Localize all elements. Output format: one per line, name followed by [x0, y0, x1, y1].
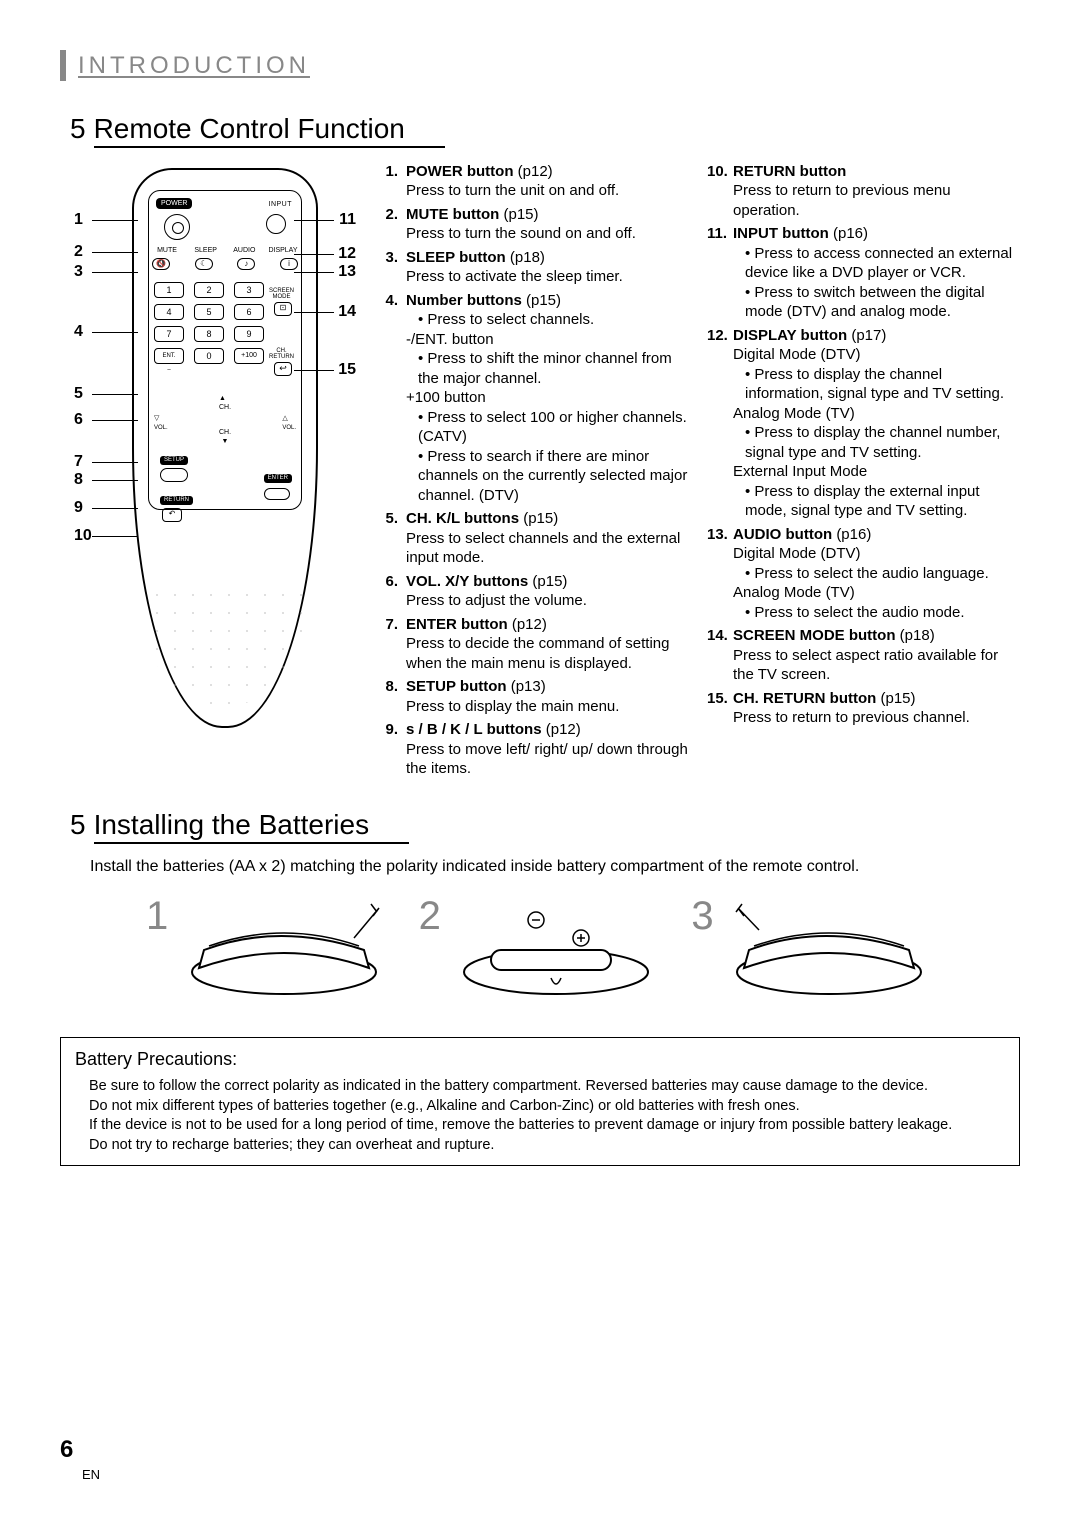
precaution-line: Do not mix different types of batteries … [89, 1097, 1005, 1117]
installing-title: 5 Installing the Batteries [70, 807, 1020, 843]
page-footer: 6 EN [60, 1434, 100, 1486]
precaution-line: Be sure to follow the correct polarity a… [89, 1077, 1005, 1097]
setup-label: SETUP [160, 456, 188, 466]
remote-diagram: POWER INPUT MUTESLEEPAUDIODISPLAY 🔇☾♪i 1… [70, 162, 360, 742]
callout-line [92, 508, 138, 510]
callout-15: 15 [338, 360, 356, 381]
list-item: 2.MUTE button (p15)Press to turn the sou… [380, 205, 693, 244]
screen-mode-btn: ⊡ [274, 302, 292, 316]
battery-step-1: 1 [146, 890, 389, 1007]
list-item: 9.s / B / K / L buttons (p12)Press to mo… [380, 720, 693, 779]
precautions-title: Battery Precautions: [75, 1048, 1005, 1071]
callout-1: 1 [74, 210, 83, 231]
list-item: 5.CH. K/L buttons (p15)Press to select c… [380, 509, 693, 568]
callout-line [294, 272, 334, 274]
callout-6: 6 [74, 410, 83, 431]
battery-steps: 1 2 3 [60, 890, 1020, 1007]
callout-line [294, 370, 334, 372]
precaution-line: Do not try to recharge batteries; they c… [89, 1136, 1005, 1156]
callout-line [92, 394, 138, 396]
list-col-2: 10.RETURN buttonPress to return to previ… [707, 162, 1020, 728]
callout-line [92, 220, 138, 222]
battery-icon-2 [451, 890, 661, 1000]
callout-8: 8 [74, 470, 83, 491]
sec-num: 5 [70, 113, 86, 144]
callout-line [92, 480, 138, 482]
list-item: 15.CH. RETURN button (p15)Press to retur… [707, 689, 1020, 728]
return-label: RETURN [160, 496, 193, 506]
battery-precautions: Battery Precautions: Be sure to follow t… [60, 1037, 1020, 1167]
ch-return-btn: ↩ [274, 362, 292, 376]
remote-body: POWER INPUT MUTESLEEPAUDIODISPLAY 🔇☾♪i 1… [132, 168, 318, 728]
vol-up: △VOL. [282, 414, 296, 433]
input-label: INPUT [269, 200, 293, 209]
callout-4: 4 [74, 322, 83, 343]
list-col-1: 1.POWER button (p12)Press to turn the un… [380, 162, 693, 779]
enter-btn [264, 488, 290, 500]
callout-line [92, 536, 138, 538]
battery-step-3: 3 [691, 890, 934, 1007]
callout-line [92, 272, 138, 274]
battery-step-2: 2 [419, 890, 662, 1007]
list-item: 11.INPUT button (p16)Press to access con… [707, 224, 1020, 322]
battery-icon-3 [724, 890, 934, 1000]
section-header: INTRODUCTION [60, 50, 1020, 81]
remote-grip-dots [148, 586, 302, 706]
callout-2: 2 [74, 242, 83, 263]
remote-control-title: 5 Remote Control Function [70, 111, 1020, 147]
ch-return-label: CH.RETURN [269, 348, 294, 360]
number-pad: 123 456 789 ENT.–0+100 [154, 282, 264, 364]
battery-icon-1 [179, 890, 389, 1000]
page-number: 6 [60, 1436, 73, 1463]
callout-line [92, 252, 138, 254]
page-lang: EN [82, 1467, 100, 1482]
list-item: 10.RETURN buttonPress to return to previ… [707, 162, 1020, 221]
list-item: 6.VOL. X/Y buttons (p15)Press to adjust … [380, 572, 693, 611]
callout-9: 9 [74, 498, 83, 519]
description-columns: 1.POWER button (p12)Press to turn the un… [380, 162, 1020, 783]
callout-line [92, 420, 138, 422]
vol-down: ▽VOL. [154, 414, 168, 433]
callout-5: 5 [74, 384, 83, 405]
list-item: 7.ENTER button (p12)Press to decide the … [380, 615, 693, 674]
list-item: 1.POWER button (p12)Press to turn the un… [380, 162, 693, 201]
power-label: POWER [156, 198, 192, 209]
sec2-text: Installing the Batteries [94, 809, 410, 844]
list-item: 14.SCREEN MODE button (p18)Press to sele… [707, 626, 1020, 685]
callout-10: 10 [74, 526, 92, 547]
ch-up-label: ▲CH. [219, 394, 231, 412]
remote-section: POWER INPUT MUTESLEEPAUDIODISPLAY 🔇☾♪i 1… [60, 162, 1020, 783]
callout-14: 14 [338, 302, 356, 323]
callout-line [294, 220, 334, 222]
sec2-num: 5 [70, 809, 86, 840]
install-text: Install the batteries (AA x 2) matching … [90, 857, 1020, 878]
enter-label: ENTER [264, 474, 292, 484]
list-item: 13.AUDIO button (p16)Digital Mode (DTV)P… [707, 525, 1020, 623]
power-button-icon [164, 214, 190, 240]
screen-mode-label: SCREENMODE [269, 288, 294, 300]
list-item: 12.DISPLAY button (p17)Digital Mode (DTV… [707, 326, 1020, 521]
list-item: 4.Number buttons (p15)Press to select ch… [380, 291, 693, 506]
input-button-icon [266, 214, 286, 234]
setup-btn [160, 468, 188, 482]
precaution-line: If the device is not to be used for a lo… [89, 1116, 1005, 1136]
callout-3: 3 [74, 262, 83, 283]
callout-line [294, 312, 334, 314]
callout-line [92, 332, 138, 334]
return-btn: ↶ [162, 508, 182, 522]
ch-down-label: CH.▼ [219, 428, 231, 446]
callout-line [294, 254, 334, 256]
callout-11: 11 [339, 210, 356, 231]
callout-line [92, 462, 138, 464]
row-labels: MUTESLEEPAUDIODISPLAY [152, 246, 298, 255]
sec-text: Remote Control Function [94, 113, 445, 148]
list-item: 8.SETUP button (p13)Press to display the… [380, 677, 693, 716]
list-item: 3.SLEEP button (p18)Press to activate th… [380, 248, 693, 287]
row-buttons: 🔇☾♪i [152, 258, 298, 270]
callout-13: 13 [338, 262, 356, 283]
